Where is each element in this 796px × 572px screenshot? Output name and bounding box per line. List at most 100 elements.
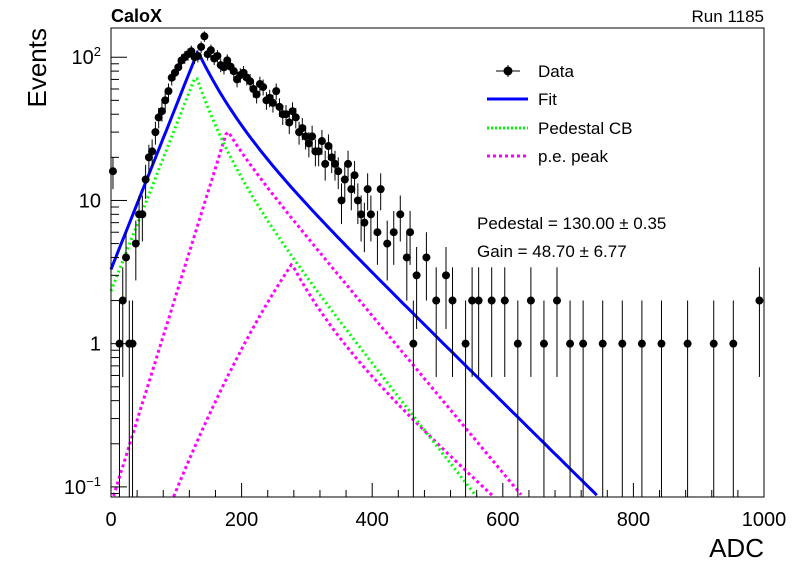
data-point (412, 246, 421, 329)
data-marker (122, 253, 131, 262)
data-point (200, 31, 209, 42)
data-marker (229, 67, 238, 76)
data-point (327, 144, 336, 174)
data-marker (128, 339, 137, 348)
data-marker (259, 82, 268, 91)
data-point (148, 139, 157, 167)
data-marker (291, 113, 300, 122)
data-point (347, 173, 356, 211)
y-tick-label: 102 (72, 44, 101, 69)
data-marker (197, 42, 206, 51)
legend-entry-pedestal-cb: Pedestal CB (487, 119, 633, 138)
data-point (500, 267, 509, 377)
data-point (118, 267, 127, 377)
data-marker (301, 132, 310, 141)
data-marker (298, 124, 307, 133)
data-marker (412, 271, 421, 280)
data-point (402, 232, 411, 301)
fit-curve (109, 50, 598, 497)
data-marker (246, 77, 255, 86)
data-point (357, 195, 366, 242)
data-marker (402, 253, 411, 262)
data-marker (422, 253, 431, 262)
data-marker (219, 63, 228, 72)
run-label: Run 1185 (692, 7, 764, 26)
data-point (729, 300, 738, 497)
data-marker (206, 46, 215, 55)
data-point (285, 112, 294, 135)
data-point (487, 267, 496, 377)
data-marker (487, 296, 496, 305)
data-marker (187, 47, 196, 56)
data-marker (579, 339, 588, 348)
data-marker (344, 159, 353, 168)
data-marker (657, 339, 666, 348)
data-marker (468, 296, 477, 305)
data-marker (285, 118, 294, 127)
data-marker (334, 167, 343, 176)
data-marker (200, 32, 209, 41)
data-marker (157, 107, 166, 116)
data-point (360, 202, 369, 253)
y-tick-label: 10 (79, 190, 101, 212)
data-marker (360, 218, 369, 227)
x-tick-label: 800 (617, 509, 650, 531)
pe-peak-1-curve (112, 129, 523, 497)
data-marker (324, 141, 333, 150)
data-marker (321, 159, 330, 168)
data-points (108, 31, 764, 497)
data-marker (353, 196, 362, 205)
data-point (246, 74, 255, 90)
legend-label-data: Data (538, 62, 574, 81)
data-marker (598, 339, 607, 348)
data-point (539, 300, 548, 497)
data-point (259, 79, 268, 96)
data-marker (637, 339, 646, 348)
data-marker (161, 96, 170, 105)
data-marker (448, 296, 457, 305)
x-tick-label: 0 (105, 509, 116, 531)
data-marker (373, 228, 382, 237)
data-point (213, 50, 222, 63)
data-point (409, 300, 418, 497)
data-marker (461, 339, 470, 348)
legend-label-pedestal-cb: Pedestal CB (538, 119, 633, 138)
data-point (579, 300, 588, 497)
data-marker (389, 228, 398, 237)
data-marker (304, 139, 313, 148)
y-tick-label: 10−1 (64, 474, 101, 499)
data-point (468, 267, 477, 377)
pedestal-cb-curve (109, 76, 478, 498)
data-point (219, 60, 228, 75)
data-point (272, 83, 281, 100)
data-marker (539, 339, 548, 348)
data-point (128, 300, 137, 497)
data-point (321, 150, 330, 181)
data-marker (131, 239, 140, 248)
data-marker (154, 113, 163, 122)
legend-label-pe-peak: p.e. peak (538, 147, 608, 166)
data-marker (340, 175, 349, 184)
plot-frame (110, 27, 765, 498)
data-marker (252, 90, 261, 99)
data-point (513, 300, 522, 497)
data-marker (268, 98, 277, 107)
data-point (122, 232, 131, 301)
data-marker (755, 296, 764, 305)
data-point (366, 195, 375, 242)
data-marker (213, 52, 222, 61)
data-point (709, 300, 718, 497)
data-point (637, 300, 646, 497)
data-point (755, 267, 764, 377)
legend-data-marker (503, 66, 513, 76)
x-tick-label: 600 (486, 509, 519, 531)
data-point (141, 164, 150, 199)
data-marker (138, 210, 147, 219)
data-marker (288, 107, 297, 116)
data-marker (108, 167, 117, 176)
data-marker (729, 339, 738, 348)
data-marker (308, 132, 317, 141)
data-point (229, 64, 238, 79)
data-marker (409, 339, 418, 348)
